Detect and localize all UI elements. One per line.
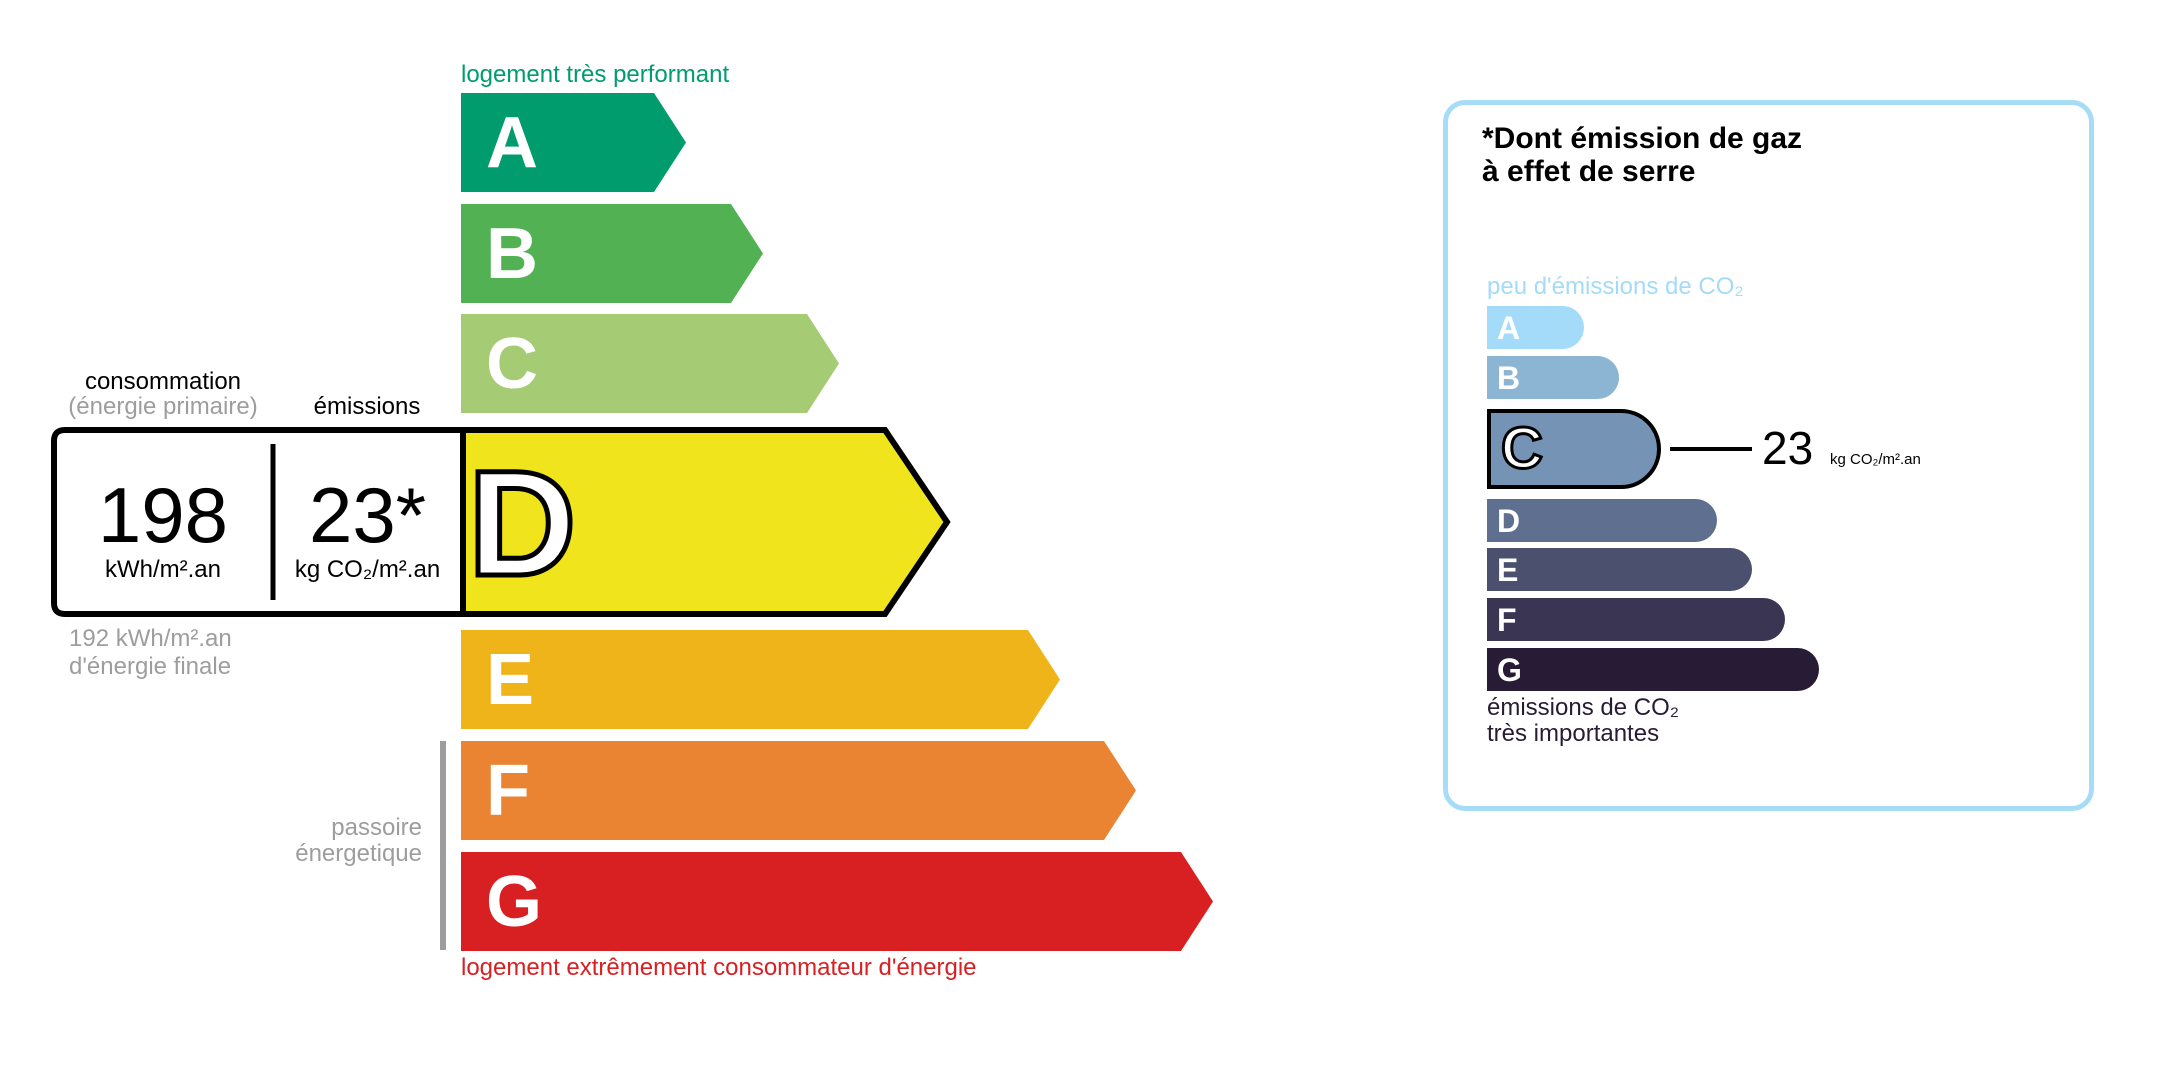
ges-class-d: D (1487, 499, 1717, 542)
ges-class-g: G (1487, 648, 1819, 691)
ges-class-e: E (1487, 548, 1752, 591)
consumption-label: consommation (84, 368, 242, 395)
bottom-label: logement extrêmement consommateur d'éner… (461, 954, 977, 981)
ges-bottom-label-2: très importantes (1487, 720, 1660, 747)
class-letter: A (1497, 309, 1521, 346)
energy-class-c: C (461, 314, 839, 413)
class-letter: F (486, 750, 530, 831)
ges-bottom-label-1: émissions de CO₂ (1487, 694, 1680, 721)
ges-panel (1443, 100, 2094, 811)
passoire-label-2: énergetique (295, 840, 422, 867)
passoire-bracket (440, 741, 446, 950)
class-letter: C (1500, 416, 1545, 481)
current-class-marker (51, 427, 951, 617)
ges-top-label: peu d'émissions de CO₂ (1487, 273, 1744, 300)
class-letter: G (1497, 651, 1522, 688)
class-letter: C (486, 323, 538, 404)
final-energy-label: d'énergie finale (69, 653, 232, 680)
consumption-value: 198 (97, 471, 229, 559)
ges-unit: kg CO₂/m².an (1830, 451, 1921, 468)
ges-class-b: B (1487, 356, 1619, 399)
class-letter: A (486, 102, 538, 183)
top-label: logement très performant (461, 61, 730, 88)
ges-class-a: A (1487, 306, 1584, 349)
ges-class-f: F (1487, 598, 1785, 641)
current-class-letter: D (465, 439, 578, 607)
energy-class-g: G (461, 852, 1213, 951)
energy-class-b: B (461, 204, 763, 303)
passoire-label-1: passoire (331, 814, 422, 841)
class-letter: E (486, 639, 535, 720)
ges-title-1: *Dont émission de gaz (1482, 122, 1803, 155)
final-energy-value: 192 kWh/m².an (69, 625, 232, 652)
class-letter: B (1497, 359, 1521, 396)
consumption-sublabel: (énergie primaire) (68, 393, 258, 420)
class-letter: B (486, 213, 538, 294)
emissions-unit: kg CO₂/m².an (294, 556, 441, 583)
class-letter: G (486, 861, 543, 942)
class-letter: D (1497, 502, 1521, 539)
ges-value: 23 (1762, 422, 1814, 474)
emissions-value: 23* (308, 471, 427, 559)
ges-title-2: à effet de serre (1482, 155, 1696, 188)
ges-class-c-current: C (1487, 409, 1661, 489)
class-letter: E (1497, 551, 1519, 588)
consumption-unit: kWh/m².an (104, 556, 221, 583)
ges-value-connector (1670, 447, 1752, 451)
energy-class-f: F (461, 741, 1136, 840)
emissions-label: émissions (313, 393, 421, 420)
energy-class-e: E (461, 630, 1060, 729)
energy-class-a: A (461, 93, 686, 192)
class-letter: F (1497, 601, 1517, 638)
